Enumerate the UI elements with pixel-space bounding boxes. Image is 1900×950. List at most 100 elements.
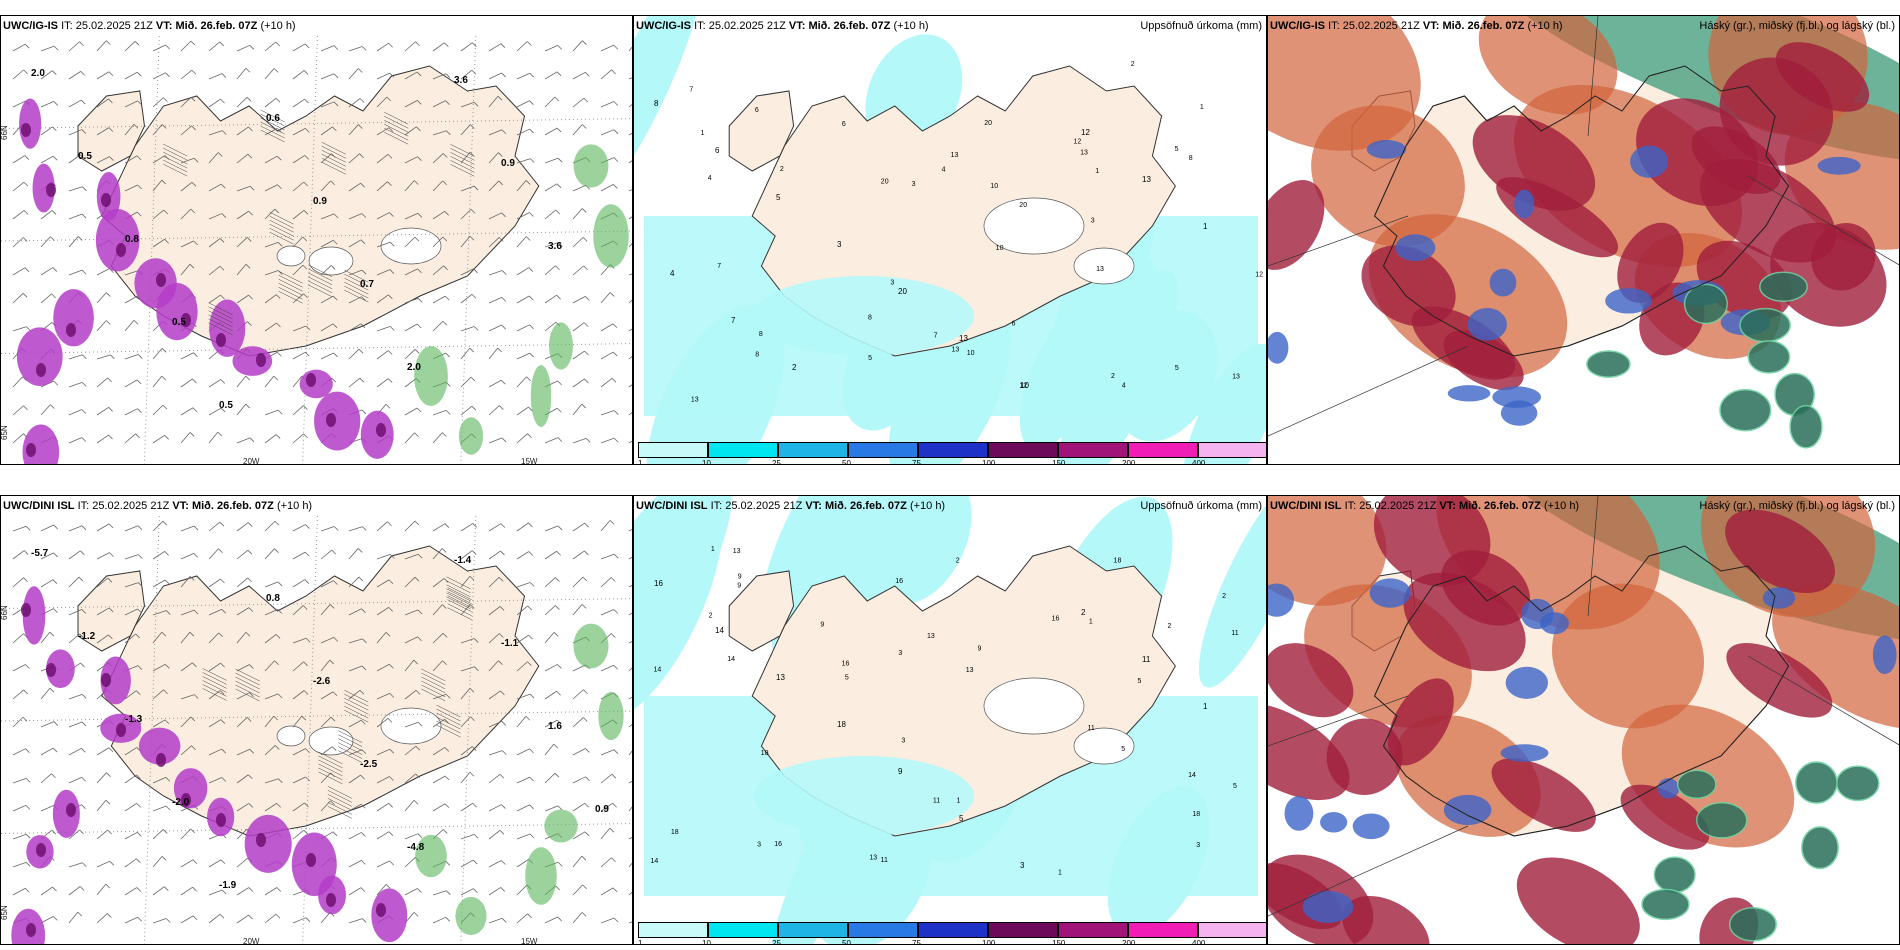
wind-barb-flag	[469, 575, 475, 581]
wind-barb-flag	[556, 127, 562, 133]
wind-barb	[376, 72, 390, 80]
wind-barb-flag	[108, 71, 114, 77]
wind-barb-flag	[191, 745, 196, 751]
wind-barb-flag	[108, 434, 113, 440]
wind-barb	[96, 799, 107, 812]
precip-amount: 1	[701, 130, 705, 137]
wind-barb	[544, 577, 556, 588]
precip-core	[256, 353, 266, 367]
precip-colorbar: 1 10 25 50 75 100 150 200 400	[638, 922, 1266, 944]
wind-barb	[544, 265, 556, 276]
wind-barb	[544, 157, 559, 164]
wind-barb	[320, 716, 332, 728]
hatch-line	[338, 738, 363, 751]
westfjords-land	[728, 90, 795, 172]
wind-barb-flag	[162, 829, 168, 834]
wind-barb-flag	[555, 577, 560, 582]
low-cloud	[1817, 156, 1861, 175]
it-label: IT:	[1344, 500, 1357, 512]
wind-barb-flag	[277, 184, 282, 190]
wind-barb-flag	[528, 267, 534, 272]
high-cloud	[1268, 643, 1354, 718]
wind-barb	[124, 41, 136, 52]
wind-barb	[12, 376, 23, 388]
wind-barb	[320, 323, 334, 332]
wind-barb	[236, 803, 250, 812]
wind-barb-flag	[275, 434, 281, 439]
wind-barb	[544, 550, 557, 560]
wind-barb-flag	[612, 351, 618, 357]
precip-streak	[876, 496, 972, 604]
wind-barb-flag	[82, 862, 87, 868]
wind-barb	[12, 550, 25, 560]
wind-barb	[404, 407, 418, 416]
wind-barb-flag	[51, 70, 57, 75]
wind-barb-flag	[135, 633, 140, 639]
wind-barb-flag	[361, 918, 367, 923]
wind-barb	[628, 356, 632, 360]
wind-barb-flag	[471, 746, 477, 751]
precip-blob	[314, 391, 361, 451]
value-label: -4.8	[407, 842, 425, 853]
wind-barb-flag	[303, 293, 308, 299]
wind-barb-flag	[245, 375, 251, 381]
wind-barb-flag	[499, 830, 505, 835]
precip-colorbar: 1 10 25 50 75 100 150 200 400	[638, 442, 1266, 464]
wind-barb-flag	[134, 41, 140, 46]
wind-barb-flag	[413, 659, 419, 665]
wind-barb	[628, 216, 632, 220]
wind-barb-flag	[81, 748, 86, 753]
map-canvas: -5.7-1.2-1.3-2.0-1.90.8-2.6-2.5-4.8-1.4-…	[1, 496, 632, 944]
wind-barb	[292, 829, 305, 840]
wind-barb	[12, 664, 26, 672]
wind-barb	[152, 886, 165, 896]
wind-barb-flag	[248, 294, 253, 300]
wind-barb-flag	[273, 715, 279, 721]
wind-barb-flag	[388, 663, 394, 669]
wind-barb-flag	[52, 126, 57, 132]
wind-barb-flag	[500, 523, 506, 528]
wind-barb-flag	[610, 577, 616, 582]
wind-barb-flag	[220, 578, 225, 584]
wind-barb-flag	[388, 579, 394, 585]
wind-barb-flag	[81, 129, 87, 134]
precip-amount: 2	[780, 166, 784, 173]
wind-barb-flag	[415, 773, 420, 779]
wind-barb	[628, 837, 632, 840]
wind-barb-flag	[528, 522, 533, 528]
cloud-cell	[1653, 856, 1696, 894]
wind-barb-flag	[584, 350, 589, 356]
precip-blob	[360, 410, 394, 459]
wind-barb	[12, 326, 27, 332]
wind-barb-flag	[274, 745, 280, 750]
hatch-line	[436, 724, 461, 738]
colorbar-swatch	[848, 442, 918, 458]
wind-barb-flag	[388, 831, 394, 836]
wind-barb-flag	[417, 833, 423, 838]
wind-barb-flag	[333, 101, 339, 107]
wind-barb	[40, 267, 54, 276]
hatch-line	[421, 668, 446, 682]
wind-barb	[572, 831, 586, 840]
wind-barb	[628, 641, 632, 644]
colorbar-swatch	[988, 922, 1058, 938]
wind-barb-flag	[556, 183, 562, 189]
wind-barb	[572, 208, 583, 220]
wind-barb	[40, 126, 53, 136]
wind-barb-flag	[388, 294, 393, 300]
wind-barb-flag	[386, 96, 392, 102]
wind-barb-flag	[248, 126, 253, 132]
hatch-line	[269, 227, 294, 241]
wind-barb	[96, 577, 109, 588]
wind-barb	[544, 743, 555, 756]
wind-barb	[96, 98, 109, 108]
hatch-line	[235, 680, 260, 694]
wind-barb	[348, 323, 362, 332]
wind-barb	[208, 130, 223, 136]
wind-barb	[124, 319, 135, 332]
wind-barb-flag	[385, 884, 391, 889]
wind-barb	[96, 772, 107, 784]
wind-barb	[180, 525, 195, 532]
wind-barb-flag	[584, 802, 589, 808]
wind-barb-flag	[23, 550, 29, 555]
